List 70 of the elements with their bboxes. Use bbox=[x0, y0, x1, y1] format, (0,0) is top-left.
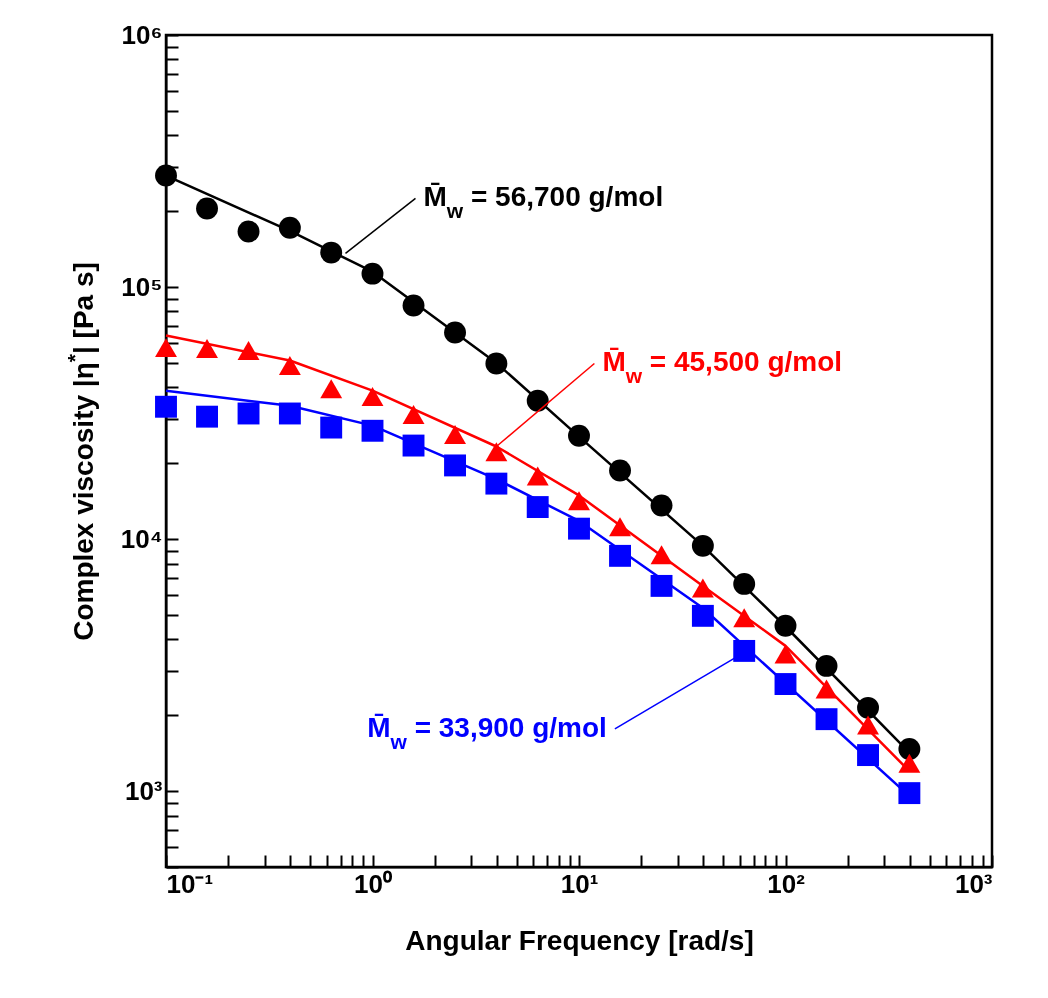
point bbox=[320, 241, 343, 264]
x-axis-title: Angular Frequency [rad/s] bbox=[405, 924, 754, 956]
point bbox=[361, 419, 384, 442]
annotation: M̄$_{w}$ = 45,500 g/mol bbox=[602, 346, 843, 387]
point bbox=[278, 402, 301, 425]
x-tick-label: 10³ bbox=[954, 868, 993, 899]
point bbox=[526, 496, 549, 518]
x-tick-label: 10² bbox=[767, 868, 806, 899]
point bbox=[402, 434, 425, 457]
x-tick-label: 10⁰ bbox=[354, 868, 393, 899]
point bbox=[526, 466, 549, 486]
point bbox=[733, 608, 756, 628]
point bbox=[650, 574, 673, 597]
point bbox=[898, 753, 921, 773]
point bbox=[237, 220, 260, 243]
point bbox=[361, 386, 384, 406]
point bbox=[196, 405, 218, 428]
point bbox=[568, 517, 590, 540]
point bbox=[402, 294, 425, 317]
point bbox=[402, 405, 425, 425]
point bbox=[278, 356, 301, 376]
point bbox=[237, 402, 260, 425]
point bbox=[361, 262, 384, 285]
point bbox=[774, 644, 797, 664]
y-tick-label: 10⁶ bbox=[121, 19, 163, 50]
point bbox=[609, 544, 631, 567]
point bbox=[650, 545, 673, 565]
point bbox=[278, 216, 301, 239]
y-tick-label: 10³ bbox=[124, 775, 163, 806]
point bbox=[155, 338, 177, 358]
point bbox=[444, 454, 466, 477]
point bbox=[526, 389, 549, 412]
point bbox=[444, 425, 466, 444]
point bbox=[609, 517, 631, 537]
point bbox=[609, 459, 631, 482]
point bbox=[815, 708, 838, 731]
point bbox=[857, 715, 879, 735]
point bbox=[320, 379, 343, 399]
point bbox=[485, 352, 508, 375]
x-tick-label: 10⁻¹ bbox=[166, 868, 214, 899]
point bbox=[898, 782, 921, 805]
point bbox=[650, 494, 673, 517]
point bbox=[691, 534, 714, 557]
annotation: M̄$_{w}$ = 56,700 g/mol bbox=[423, 181, 664, 222]
y-tick-label: 10⁵ bbox=[121, 271, 163, 302]
point bbox=[857, 696, 879, 719]
point bbox=[196, 197, 218, 220]
point bbox=[733, 572, 756, 595]
point bbox=[196, 339, 218, 359]
point bbox=[155, 395, 177, 418]
point bbox=[485, 442, 508, 462]
point bbox=[568, 491, 590, 511]
point bbox=[815, 679, 838, 699]
annotation: M̄$_{w}$ = 33,900 g/mol bbox=[367, 711, 607, 753]
point bbox=[733, 639, 756, 662]
point bbox=[320, 416, 343, 439]
point bbox=[898, 738, 921, 760]
x-tick-label: 10¹ bbox=[560, 868, 599, 899]
point bbox=[691, 578, 714, 598]
y-tick-label: 10⁴ bbox=[120, 523, 163, 554]
point bbox=[485, 472, 508, 495]
point bbox=[568, 424, 590, 447]
point bbox=[774, 673, 797, 695]
point bbox=[444, 321, 466, 344]
point bbox=[237, 341, 260, 360]
point bbox=[857, 744, 879, 767]
point bbox=[691, 604, 714, 627]
point bbox=[774, 614, 797, 637]
point bbox=[815, 654, 838, 677]
point bbox=[155, 164, 177, 187]
